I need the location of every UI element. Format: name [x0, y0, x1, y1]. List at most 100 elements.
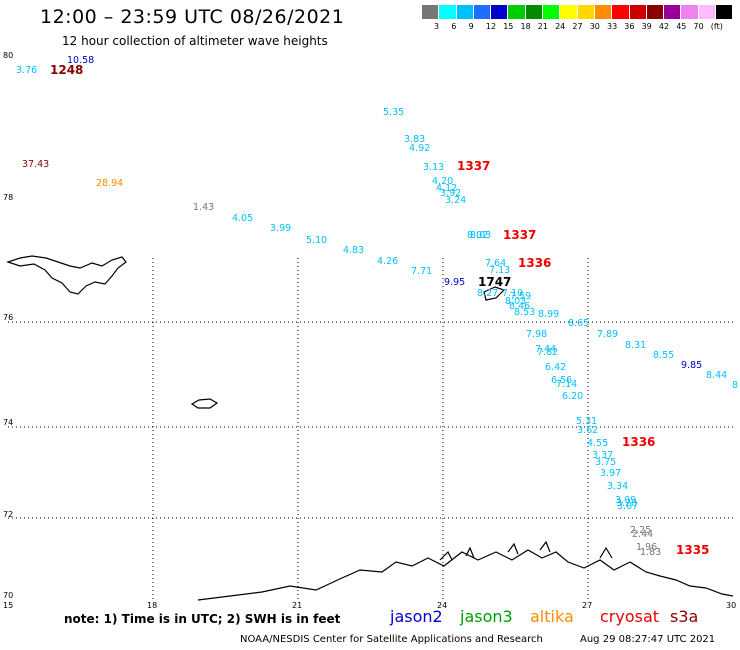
- pass-time-label: 1335: [676, 543, 709, 557]
- wave-height-value: 3.83: [404, 134, 425, 145]
- legend-swatch: [491, 5, 509, 19]
- latitude-label: 74: [3, 418, 13, 427]
- wave-height-value: 6.56: [551, 375, 572, 386]
- satellite-altika-label: altika: [530, 607, 574, 626]
- map-title: 12:00 – 23:59 UTC 08/26/2021: [40, 6, 345, 28]
- color-legend: [422, 5, 734, 19]
- legend-label: 3: [434, 22, 440, 31]
- coastline: [6, 255, 734, 601]
- wave-height-value: 7.82: [537, 347, 558, 358]
- latitude-label: 76: [3, 313, 13, 322]
- wave-height-value: 5.10: [306, 235, 327, 246]
- wave-height-value: 4.92: [409, 143, 430, 154]
- longitude-label: 27: [582, 601, 592, 610]
- legend-label: 45: [676, 22, 687, 31]
- wave-height-value: 8.31: [625, 340, 646, 351]
- wave-height-value: 28.94: [96, 178, 123, 189]
- wave-height-value: 8: [732, 380, 738, 391]
- wave-height-value: 4.05: [232, 213, 253, 224]
- longitude-label: 30: [726, 601, 736, 610]
- wave-height-value: 8.99: [538, 309, 559, 320]
- wave-height-value: 8.46: [509, 301, 530, 312]
- satellite-jason2-label: jason2: [390, 607, 443, 626]
- legend-swatch: [612, 5, 630, 19]
- legend-label: 30: [589, 22, 600, 31]
- legend-label: 21: [537, 22, 548, 31]
- svalbard-coast: [6, 255, 127, 295]
- satellite-cryosat-label: cryosat: [600, 607, 660, 626]
- legend-label: 33: [607, 22, 618, 31]
- wave-height-value: 7.14: [556, 379, 577, 390]
- wave-height-value: 3.07: [617, 501, 638, 512]
- wave-height-value: 4.12: [436, 183, 457, 194]
- wave-height-value: 37.43: [22, 159, 49, 170]
- latitude-label: 72: [3, 510, 13, 519]
- pass-time-label: 1337: [457, 159, 490, 173]
- wave-height-value: 7.71: [411, 266, 432, 277]
- pass-time-label: 1336: [622, 435, 655, 449]
- latitude-label: 78: [3, 193, 13, 202]
- legend-swatch: [473, 5, 492, 19]
- wave-height-value: 7.10: [502, 288, 523, 299]
- wave-height-value: 7.59: [510, 291, 531, 302]
- wave-height-value: 4.26: [377, 256, 398, 267]
- wave-height-value: 2.25: [630, 525, 651, 536]
- legend-swatch: [646, 5, 665, 19]
- wave-height-value: 7.13: [489, 265, 510, 276]
- wave-height-value: 8.55: [653, 350, 674, 361]
- wave-height-value: 8.03: [505, 296, 526, 307]
- legend-label: 42: [658, 22, 670, 31]
- wave-height-value: 5.31: [576, 416, 597, 427]
- latitude-label: 80: [3, 51, 13, 60]
- wave-height-value: 3.37: [592, 450, 613, 461]
- wave-height-value: 6.20: [562, 391, 583, 402]
- wave-height-value: 8.44: [706, 370, 727, 381]
- wave-height-value: 6.42: [545, 362, 566, 373]
- wave-height-value: 3.13: [423, 162, 444, 173]
- satellite-s3a-label: s3a: [670, 607, 699, 626]
- wave-height-value: 10.58: [67, 55, 94, 66]
- wave-height-value: 8.03: [470, 230, 491, 241]
- wave-height-value: 1.83: [640, 547, 661, 558]
- wave-height-value: 7.89: [597, 329, 618, 340]
- longitude-label: 18: [147, 601, 157, 610]
- graticule: [8, 258, 733, 600]
- credit-line: NOAA/NESDIS Center for Satellite Applica…: [240, 634, 543, 645]
- latitude-label: 70: [3, 591, 13, 600]
- legend-swatch: [525, 5, 544, 19]
- wave-height-value: 3.75: [595, 457, 616, 468]
- longitude-label: 24: [437, 601, 447, 610]
- wave-height-value: 5.35: [383, 107, 404, 118]
- wave-height-value: 8.27: [477, 288, 498, 299]
- wave-height-value: 3.97: [600, 468, 621, 479]
- wave-height-value: 4.20: [432, 176, 453, 187]
- legend-swatch: [629, 5, 647, 19]
- pass-time-label: 1747: [478, 275, 511, 289]
- wave-height-value: 9.95: [444, 277, 465, 288]
- wave-height-value: 8.65: [568, 318, 589, 329]
- wave-height-value: 4.83: [343, 245, 364, 256]
- wave-height-value: 3.99: [270, 223, 291, 234]
- wave-height-value: 7.44: [535, 344, 556, 355]
- legend-swatch: [560, 5, 578, 19]
- bear-island-coast: [190, 398, 219, 409]
- mainland-coast: [197, 549, 734, 601]
- legend-swatch: [716, 5, 734, 19]
- legend-swatch: [698, 5, 717, 19]
- wave-height-value: 8.02: [467, 230, 488, 241]
- legend-label: 70: [693, 22, 704, 31]
- pass-time-label: 1248: [50, 63, 83, 77]
- wave-height-value: 7.64: [485, 258, 506, 269]
- legend-label: 15: [503, 22, 514, 31]
- wave-height-value: 9.85: [681, 360, 702, 371]
- spit-coast: [483, 286, 506, 301]
- legend-swatch: [543, 5, 561, 19]
- wave-height-value: 3.09: [615, 495, 636, 506]
- color-legend-labels: 3 6 9 12 15 18 21 24 27 30 33 36 39 42 45 70 (ft): [422, 22, 740, 34]
- legend-label: 18: [520, 22, 531, 31]
- wave-height-value: 2.44: [632, 529, 653, 540]
- wave-height-value: 1.43: [193, 202, 214, 213]
- wave-height-value: 1.96: [636, 542, 657, 553]
- wave-height-value: 8.53: [514, 307, 535, 318]
